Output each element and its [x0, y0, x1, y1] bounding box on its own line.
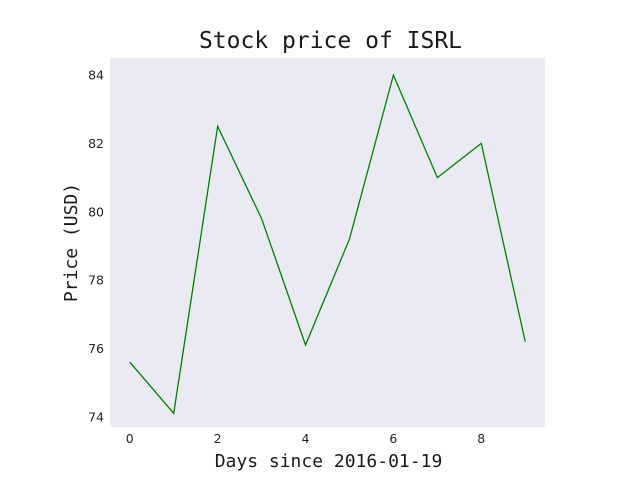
x-axis-ticks: 0 2 4 6 8	[126, 431, 486, 446]
y-tick-label: 82	[88, 136, 104, 151]
series-line	[129, 73, 526, 415]
chart-title: Stock price of ISRL	[199, 28, 462, 54]
y-tick-label: 84	[88, 68, 104, 83]
x-tick-label: 0	[126, 431, 134, 446]
x-axis-label: Days since 2016-01-19	[215, 451, 443, 472]
x-tick-label: 8	[477, 431, 485, 446]
x-tick-label: 4	[302, 431, 310, 446]
y-tick-label: 80	[88, 204, 104, 219]
x-tick-label: 2	[214, 431, 222, 446]
y-axis-ticks: 74 76 78 80 82 84	[88, 68, 104, 425]
x-tick-label: 6	[389, 431, 397, 446]
y-tick-label: 76	[88, 341, 104, 356]
plot-area	[110, 58, 545, 427]
y-tick-label: 78	[88, 273, 104, 288]
y-axis-label: Price (USD)	[61, 183, 82, 302]
y-tick-label: 74	[88, 409, 104, 424]
series-layer	[129, 73, 526, 415]
